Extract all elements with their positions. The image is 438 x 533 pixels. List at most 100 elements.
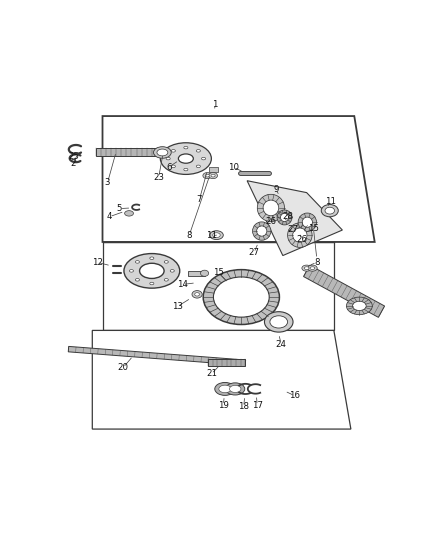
- Polygon shape: [303, 265, 384, 317]
- Polygon shape: [187, 271, 204, 276]
- Text: 10: 10: [227, 163, 238, 172]
- Text: 28: 28: [282, 212, 293, 221]
- Ellipse shape: [301, 265, 311, 271]
- Ellipse shape: [166, 157, 170, 160]
- Ellipse shape: [202, 173, 211, 179]
- Ellipse shape: [201, 157, 205, 160]
- Text: 19: 19: [217, 401, 228, 410]
- Text: 1: 1: [212, 100, 217, 109]
- Ellipse shape: [170, 270, 174, 272]
- Text: 14: 14: [177, 280, 187, 289]
- Ellipse shape: [149, 257, 154, 260]
- Ellipse shape: [307, 265, 317, 271]
- Ellipse shape: [184, 147, 187, 149]
- Ellipse shape: [213, 277, 268, 317]
- Ellipse shape: [171, 150, 175, 152]
- Ellipse shape: [324, 207, 334, 214]
- Ellipse shape: [171, 165, 175, 167]
- Ellipse shape: [262, 200, 278, 216]
- Text: 11: 11: [205, 231, 216, 240]
- Ellipse shape: [194, 293, 199, 296]
- Ellipse shape: [264, 312, 293, 332]
- Text: 3: 3: [105, 178, 110, 187]
- Ellipse shape: [208, 173, 217, 179]
- Ellipse shape: [292, 228, 306, 243]
- Ellipse shape: [352, 301, 365, 311]
- Text: 13: 13: [171, 302, 183, 311]
- Ellipse shape: [164, 261, 168, 263]
- Ellipse shape: [124, 211, 133, 216]
- Ellipse shape: [309, 267, 314, 270]
- Text: 4: 4: [106, 212, 112, 221]
- Text: 9: 9: [273, 185, 278, 193]
- Ellipse shape: [157, 149, 167, 156]
- Text: 5: 5: [117, 204, 122, 213]
- Polygon shape: [68, 346, 245, 366]
- Ellipse shape: [257, 195, 284, 222]
- Ellipse shape: [196, 150, 200, 152]
- Ellipse shape: [212, 233, 220, 238]
- Ellipse shape: [219, 385, 230, 393]
- Text: 12: 12: [92, 258, 102, 267]
- Text: 27: 27: [287, 224, 298, 233]
- Ellipse shape: [135, 279, 139, 281]
- Polygon shape: [92, 330, 350, 429]
- Ellipse shape: [124, 254, 179, 288]
- Ellipse shape: [211, 174, 215, 177]
- Ellipse shape: [164, 279, 168, 281]
- Ellipse shape: [200, 270, 208, 276]
- Text: 26: 26: [295, 235, 306, 244]
- Ellipse shape: [196, 165, 200, 167]
- Ellipse shape: [229, 385, 240, 392]
- Polygon shape: [208, 167, 217, 172]
- Text: 15: 15: [212, 268, 223, 277]
- Text: 24: 24: [275, 340, 286, 349]
- Ellipse shape: [209, 231, 223, 239]
- Ellipse shape: [297, 213, 316, 231]
- Polygon shape: [247, 181, 342, 255]
- Text: 6: 6: [166, 163, 171, 172]
- Text: 18: 18: [238, 402, 249, 411]
- Ellipse shape: [184, 168, 187, 171]
- Ellipse shape: [301, 217, 312, 227]
- Polygon shape: [208, 359, 245, 367]
- Ellipse shape: [178, 154, 193, 163]
- Ellipse shape: [304, 267, 308, 270]
- Text: 27: 27: [248, 248, 259, 257]
- Ellipse shape: [280, 213, 288, 222]
- Ellipse shape: [203, 270, 279, 325]
- Ellipse shape: [276, 210, 291, 225]
- Ellipse shape: [346, 297, 371, 314]
- Text: 25: 25: [68, 152, 79, 161]
- Text: 15: 15: [307, 224, 318, 233]
- Ellipse shape: [139, 263, 164, 278]
- Text: 2: 2: [71, 159, 76, 168]
- Polygon shape: [95, 148, 157, 156]
- Ellipse shape: [214, 383, 235, 395]
- Ellipse shape: [135, 261, 139, 263]
- Text: 8: 8: [313, 258, 319, 267]
- Ellipse shape: [269, 316, 287, 328]
- Ellipse shape: [205, 174, 209, 177]
- Text: 8: 8: [186, 231, 191, 240]
- Text: 7: 7: [196, 195, 202, 204]
- Text: 20: 20: [117, 364, 128, 373]
- Ellipse shape: [287, 223, 311, 247]
- Text: 17: 17: [251, 401, 262, 410]
- Ellipse shape: [160, 143, 211, 174]
- Text: 26: 26: [265, 217, 276, 226]
- Ellipse shape: [256, 226, 266, 236]
- Text: 11: 11: [324, 197, 335, 206]
- Ellipse shape: [129, 270, 133, 272]
- Ellipse shape: [321, 205, 338, 217]
- Text: 21: 21: [205, 369, 216, 378]
- Ellipse shape: [149, 282, 154, 285]
- Ellipse shape: [153, 147, 171, 158]
- Ellipse shape: [191, 290, 202, 298]
- Polygon shape: [102, 242, 333, 330]
- Ellipse shape: [225, 383, 244, 395]
- Text: 16: 16: [289, 391, 300, 400]
- Polygon shape: [102, 116, 374, 242]
- Text: 23: 23: [153, 173, 164, 182]
- Ellipse shape: [252, 222, 270, 240]
